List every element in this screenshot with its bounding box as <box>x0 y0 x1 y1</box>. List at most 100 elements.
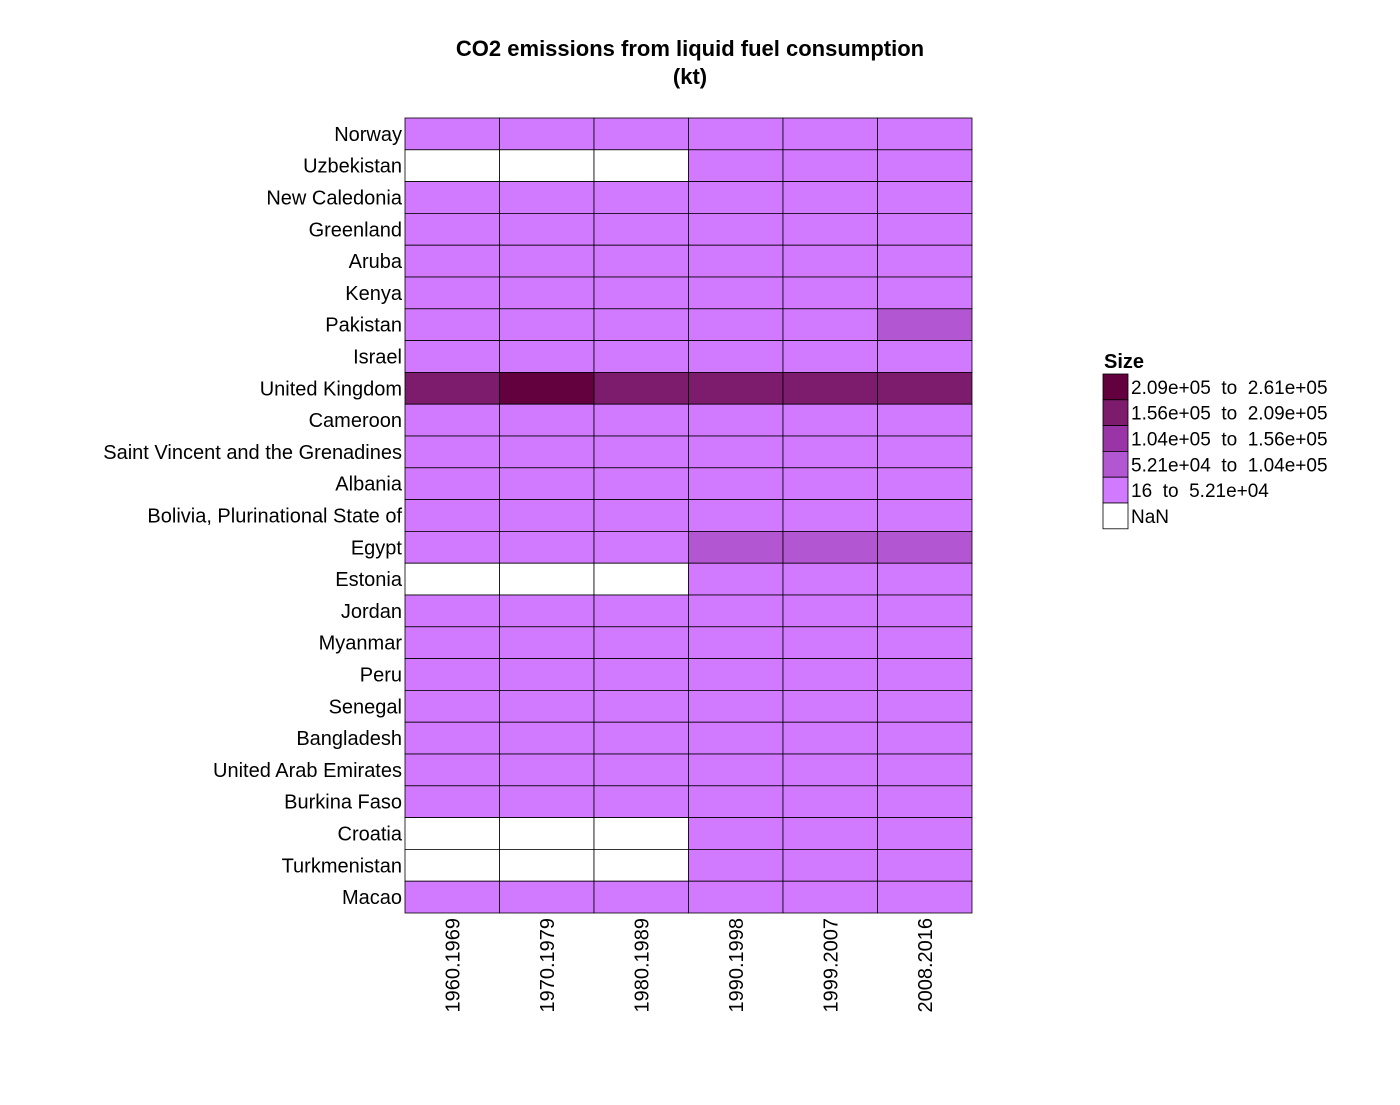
y-tick-label: Israel <box>353 347 402 369</box>
heatmap-cell <box>593 658 689 691</box>
heatmap-cell <box>877 212 973 246</box>
heatmap-cell <box>877 880 973 914</box>
heatmap-cell <box>688 562 784 596</box>
heatmap-cell <box>404 817 500 850</box>
y-tick-label: Myanmar <box>319 633 403 655</box>
heatmap-cell <box>593 403 689 437</box>
heatmap-cell <box>877 721 973 755</box>
heatmap-cell <box>782 817 878 850</box>
heatmap-cell <box>499 149 595 183</box>
legend-label: 5.21e+04 to 1.04e+05 <box>1131 455 1328 476</box>
heatmap-cell <box>404 212 500 246</box>
heatmap-cell <box>782 594 878 628</box>
heatmap-cell <box>782 212 878 246</box>
heatmap-cell <box>404 181 500 214</box>
heatmap-cell <box>404 562 500 596</box>
heatmap-cell <box>593 785 689 818</box>
y-tick-label: Egypt <box>351 537 403 559</box>
heatmap-cell <box>593 371 689 405</box>
heatmap-cell <box>499 499 595 532</box>
heatmap-cell <box>877 403 973 437</box>
y-tick-label: Burkina Faso <box>284 792 402 814</box>
heatmap-cell <box>782 499 878 532</box>
heatmap-cell <box>593 308 689 341</box>
heatmap-cell <box>404 371 500 405</box>
heatmap-cell <box>688 849 784 882</box>
heatmap-cell <box>688 403 784 437</box>
heatmap-cell <box>782 244 878 278</box>
heatmap-cell <box>782 849 878 882</box>
heatmap-cell <box>593 467 689 500</box>
heatmap-cell <box>877 435 973 469</box>
heatmap-cell <box>877 690 973 723</box>
heatmap-cell <box>877 531 973 564</box>
heatmap-cell <box>593 849 689 882</box>
heatmap-cell <box>782 181 878 214</box>
heatmap-cell <box>877 244 973 278</box>
y-tick-label: Cameroon <box>309 410 402 432</box>
heatmap-cell <box>404 531 500 564</box>
heatmap-cell <box>688 626 784 659</box>
heatmap-cell <box>499 244 595 278</box>
heatmap-cell <box>404 276 500 310</box>
heatmap-cell <box>877 658 973 691</box>
heatmap-cell <box>593 212 689 246</box>
heatmap-cell <box>593 340 689 373</box>
heatmap-cell <box>782 435 878 469</box>
chart-title-line-1: CO2 emissions from liquid fuel consumpti… <box>455 36 925 61</box>
heatmap-cell <box>499 340 595 373</box>
heatmap-cell <box>877 467 973 500</box>
legend-label: 16 to 5.21e+04 <box>1131 481 1269 502</box>
heatmap-cell <box>688 721 784 755</box>
heatmap-cell <box>499 690 595 723</box>
heatmap-cell <box>499 403 595 437</box>
heatmap-cell <box>499 276 595 310</box>
x-tick-label: 1970.1979 <box>537 918 559 1013</box>
heatmap-cell <box>877 308 973 341</box>
y-tick-label: Kenya <box>345 283 403 305</box>
heatmap-cell <box>877 785 973 818</box>
heatmap-cell <box>688 531 784 564</box>
heatmap-cell <box>688 212 784 246</box>
heatmap-cell <box>782 340 878 373</box>
heatmap-cell <box>782 531 878 564</box>
y-tick-label: Aruba <box>349 251 403 273</box>
heatmap-cell <box>499 371 595 405</box>
legend-label: 2.09e+05 to 2.61e+05 <box>1131 378 1328 399</box>
heatmap-cell <box>499 181 595 214</box>
heatmap-cell <box>404 149 500 183</box>
y-tick-label: United Kingdom <box>260 378 402 400</box>
heatmap-cell <box>593 562 689 596</box>
heatmap-cell <box>877 562 973 596</box>
heatmap-cell <box>782 626 878 659</box>
heatmap-cell <box>782 276 878 310</box>
heatmap-cell <box>593 817 689 850</box>
heatmap-cell <box>404 308 500 341</box>
y-tick-label: Macao <box>342 887 402 909</box>
legend-swatch <box>1102 450 1129 478</box>
legend-swatch <box>1102 502 1129 530</box>
heatmap-cell <box>404 117 500 151</box>
heatmap-cell <box>499 562 595 596</box>
heatmap-cell <box>688 753 784 787</box>
legend-swatch <box>1102 476 1129 504</box>
heatmap-cell <box>593 149 689 183</box>
heatmap-cell <box>593 690 689 723</box>
heatmap-cell <box>499 212 595 246</box>
chart-title-line-2: (kt) <box>672 64 708 89</box>
y-tick-label: Peru <box>360 665 402 687</box>
heatmap-cell <box>499 594 595 628</box>
heatmap-cell <box>877 276 973 310</box>
heatmap-cell <box>499 849 595 882</box>
x-tick-label: 2008.2016 <box>915 918 937 1013</box>
heatmap-cell <box>688 117 784 151</box>
legend-label: 1.56e+05 to 2.09e+05 <box>1131 404 1328 425</box>
heatmap-cell <box>404 626 500 659</box>
heatmap-cell <box>688 276 784 310</box>
legend-swatch <box>1102 425 1129 452</box>
heatmap-cell <box>499 658 595 691</box>
y-tick-label: Croatia <box>338 824 403 846</box>
heatmap-cell <box>499 531 595 564</box>
heatmap-cell <box>782 403 878 437</box>
